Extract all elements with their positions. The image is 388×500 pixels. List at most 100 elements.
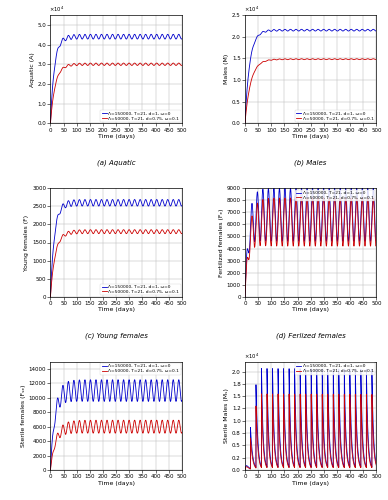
Λ=50000, T=21, d=0.75, ω=0.1 <box>177 60 181 66</box>
Title: (c) Young females: (c) Young females <box>85 333 147 340</box>
Λ=150000, T=21, d=1, ω=0 <box>371 186 376 192</box>
Λ=150000, T=21, d=1, ω=0 <box>242 294 247 300</box>
Λ=50000, T=21, d=0.75, ω=0.1 <box>48 467 53 473</box>
Λ=150000, T=21, d=1, ω=0 <box>248 466 253 471</box>
Λ=150000, T=21, d=1, ω=0 <box>173 200 177 206</box>
Line: Λ=150000, T=21, d=1, ω=0: Λ=150000, T=21, d=1, ω=0 <box>50 200 182 296</box>
X-axis label: Time (days): Time (days) <box>98 480 135 486</box>
Λ=50000, T=21, d=0.75, ω=0.1 <box>367 456 372 462</box>
Λ=150000, T=21, d=1, ω=0 <box>54 410 58 416</box>
X-axis label: Time (days): Time (days) <box>292 307 329 312</box>
Legend: Λ=150000, T=21, d=1, ω=0, Λ=50000, T=21, d=0.75, ω=0.1: Λ=150000, T=21, d=1, ω=0, Λ=50000, T=21,… <box>295 110 375 122</box>
Λ=150000, T=21, d=1, ω=0 <box>242 120 247 126</box>
Λ=150000, T=21, d=1, ω=0 <box>251 453 255 459</box>
Λ=50000, T=21, d=0.75, ω=0.1 <box>54 438 58 444</box>
Title: (d) Ferlized females: (d) Ferlized females <box>276 333 346 340</box>
Λ=150000, T=21, d=1, ω=0 <box>74 397 78 403</box>
Line: Λ=50000, T=21, d=0.75, ω=0.1: Λ=50000, T=21, d=0.75, ω=0.1 <box>245 59 376 124</box>
Λ=50000, T=21, d=0.75, ω=0.1 <box>113 62 117 68</box>
Λ=50000, T=21, d=0.75, ω=0.1 <box>74 62 78 68</box>
Λ=150000, T=21, d=1, ω=0 <box>371 26 376 32</box>
X-axis label: Time (days): Time (days) <box>98 134 135 139</box>
Λ=150000, T=21, d=1, ω=0 <box>307 232 312 238</box>
Λ=150000, T=21, d=1, ω=0 <box>74 36 78 42</box>
Line: Λ=50000, T=21, d=0.75, ω=0.1: Λ=50000, T=21, d=0.75, ω=0.1 <box>245 394 376 470</box>
Λ=150000, T=21, d=1, ω=0 <box>48 294 53 300</box>
Λ=50000, T=21, d=0.75, ω=0.1 <box>242 120 247 126</box>
Line: Λ=150000, T=21, d=1, ω=0: Λ=150000, T=21, d=1, ω=0 <box>245 368 376 470</box>
Λ=50000, T=21, d=0.75, ω=0.1 <box>367 56 372 62</box>
Λ=50000, T=21, d=0.75, ω=0.1 <box>177 417 181 423</box>
Y-axis label: Sterile Males (Mₛ): Sterile Males (Mₛ) <box>224 388 229 444</box>
Λ=150000, T=21, d=1, ω=0 <box>56 44 61 51</box>
Line: Λ=50000, T=21, d=0.75, ω=0.1: Λ=50000, T=21, d=0.75, ω=0.1 <box>50 230 182 296</box>
Λ=50000, T=21, d=0.75, ω=0.1 <box>307 238 312 244</box>
Λ=150000, T=21, d=1, ω=0 <box>177 376 181 382</box>
Λ=150000, T=21, d=1, ω=0 <box>48 467 53 473</box>
Λ=50000, T=21, d=0.75, ω=0.1 <box>367 226 372 232</box>
Legend: Λ=150000, T=21, d=1, ω=0, Λ=50000, T=21, d=0.75, ω=0.1: Λ=150000, T=21, d=1, ω=0, Λ=50000, T=21,… <box>100 110 180 122</box>
Λ=150000, T=21, d=1, ω=0 <box>248 56 253 62</box>
Λ=50000, T=21, d=0.75, ω=0.1 <box>251 72 255 78</box>
Line: Λ=150000, T=21, d=1, ω=0: Λ=150000, T=21, d=1, ω=0 <box>50 380 182 470</box>
Λ=150000, T=21, d=1, ω=0 <box>251 44 255 51</box>
Λ=150000, T=21, d=1, ω=0 <box>74 202 78 208</box>
Λ=150000, T=21, d=1, ω=0 <box>54 224 58 230</box>
Λ=50000, T=21, d=0.75, ω=0.1 <box>56 430 61 436</box>
Λ=150000, T=21, d=1, ω=0 <box>56 212 61 218</box>
Λ=150000, T=21, d=1, ω=0 <box>48 120 53 126</box>
Λ=150000, T=21, d=1, ω=0 <box>367 452 372 458</box>
Λ=150000, T=21, d=1, ω=0 <box>374 28 379 34</box>
Line: Λ=50000, T=21, d=0.75, ω=0.1: Λ=50000, T=21, d=0.75, ω=0.1 <box>245 198 376 296</box>
Text: $\times10^{4}$: $\times10^{4}$ <box>244 4 259 14</box>
Λ=50000, T=21, d=0.75, ω=0.1 <box>180 430 184 436</box>
Λ=150000, T=21, d=1, ω=0 <box>177 32 181 38</box>
Λ=50000, T=21, d=0.75, ω=0.1 <box>74 430 78 436</box>
Λ=150000, T=21, d=1, ω=0 <box>367 28 372 34</box>
Λ=50000, T=21, d=0.75, ω=0.1 <box>307 459 312 465</box>
Λ=150000, T=21, d=1, ω=0 <box>113 202 117 208</box>
Y-axis label: Sterile females (Fₛₑ): Sterile females (Fₛₑ) <box>21 384 26 447</box>
Λ=150000, T=21, d=1, ω=0 <box>49 456 54 462</box>
Λ=150000, T=21, d=1, ω=0 <box>259 366 264 372</box>
Λ=150000, T=21, d=1, ω=0 <box>243 464 248 470</box>
Λ=150000, T=21, d=1, ω=0 <box>113 396 117 402</box>
Λ=50000, T=21, d=0.75, ω=0.1 <box>54 80 58 86</box>
Λ=150000, T=21, d=1, ω=0 <box>243 110 248 116</box>
Λ=150000, T=21, d=1, ω=0 <box>248 228 253 234</box>
Λ=50000, T=21, d=0.75, ω=0.1 <box>243 114 248 120</box>
Λ=150000, T=21, d=1, ω=0 <box>374 236 379 242</box>
Λ=50000, T=21, d=0.75, ω=0.1 <box>56 72 61 78</box>
Line: Λ=150000, T=21, d=1, ω=0: Λ=150000, T=21, d=1, ω=0 <box>245 188 376 296</box>
Y-axis label: Males (M): Males (M) <box>224 54 229 84</box>
Λ=50000, T=21, d=0.75, ω=0.1 <box>248 238 253 244</box>
Legend: Λ=150000, T=21, d=1, ω=0, Λ=50000, T=21, d=0.75, ω=0.1: Λ=150000, T=21, d=1, ω=0, Λ=50000, T=21,… <box>100 363 180 374</box>
Λ=50000, T=21, d=0.75, ω=0.1 <box>173 62 177 68</box>
Λ=50000, T=21, d=0.75, ω=0.1 <box>248 81 253 87</box>
Λ=150000, T=21, d=1, ω=0 <box>268 28 273 34</box>
Λ=50000, T=21, d=0.75, ω=0.1 <box>268 460 273 466</box>
Y-axis label: Fertilized females (Fₑ): Fertilized females (Fₑ) <box>219 208 224 277</box>
X-axis label: Time (days): Time (days) <box>98 307 135 312</box>
Title: (b) Males: (b) Males <box>294 160 327 166</box>
Λ=50000, T=21, d=0.75, ω=0.1 <box>48 120 53 126</box>
Λ=50000, T=21, d=0.75, ω=0.1 <box>268 58 273 64</box>
Λ=150000, T=21, d=1, ω=0 <box>268 458 273 464</box>
Λ=150000, T=21, d=1, ω=0 <box>243 278 248 283</box>
Λ=150000, T=21, d=1, ω=0 <box>56 396 61 402</box>
Λ=50000, T=21, d=0.75, ω=0.1 <box>177 226 181 232</box>
Y-axis label: Aquatic (A): Aquatic (A) <box>30 52 35 86</box>
Λ=50000, T=21, d=0.75, ω=0.1 <box>374 242 379 248</box>
Λ=150000, T=21, d=1, ω=0 <box>173 390 177 396</box>
Λ=50000, T=21, d=0.75, ω=0.1 <box>251 456 255 462</box>
Λ=150000, T=21, d=1, ω=0 <box>113 36 117 42</box>
Λ=150000, T=21, d=1, ω=0 <box>242 467 247 473</box>
Λ=50000, T=21, d=0.75, ω=0.1 <box>49 462 54 468</box>
Λ=50000, T=21, d=0.75, ω=0.1 <box>374 56 379 62</box>
Title: (a) Aquatic: (a) Aquatic <box>97 160 135 166</box>
Legend: Λ=150000, T=21, d=1, ω=0, Λ=50000, T=21, d=0.75, ω=0.1: Λ=150000, T=21, d=1, ω=0, Λ=50000, T=21,… <box>100 284 180 296</box>
Λ=50000, T=21, d=0.75, ω=0.1 <box>259 391 264 397</box>
Legend: Λ=150000, T=21, d=1, ω=0, Λ=50000, T=21, d=0.75, ω=0.1: Λ=150000, T=21, d=1, ω=0, Λ=50000, T=21,… <box>295 190 375 201</box>
Λ=150000, T=21, d=1, ω=0 <box>307 28 312 34</box>
Λ=150000, T=21, d=1, ω=0 <box>49 108 54 114</box>
